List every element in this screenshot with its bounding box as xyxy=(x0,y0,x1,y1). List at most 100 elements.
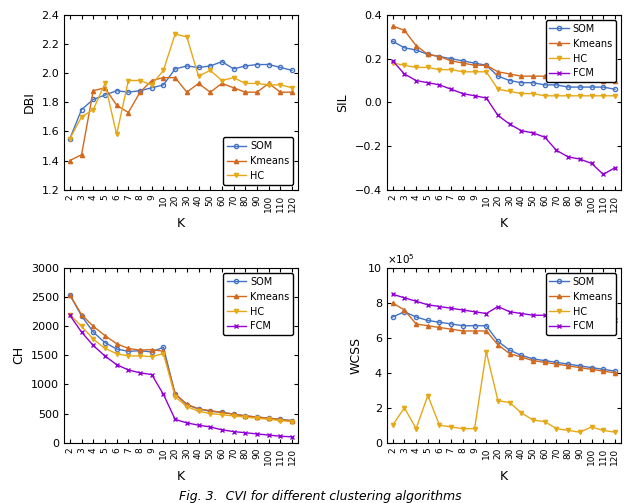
Line: HC: HC xyxy=(390,350,617,434)
SOM xyxy=(172,391,179,397)
SOM xyxy=(564,84,572,90)
SOM xyxy=(611,368,619,374)
FCM xyxy=(436,303,444,309)
Kmeans xyxy=(101,332,109,339)
SOM xyxy=(611,86,619,92)
SOM xyxy=(389,38,397,44)
HC xyxy=(424,392,431,398)
SOM xyxy=(436,319,444,325)
FCM xyxy=(588,316,595,322)
Kmeans xyxy=(529,73,537,79)
FCM xyxy=(506,309,513,315)
SOM xyxy=(136,348,144,354)
HC xyxy=(518,410,525,416)
SOM xyxy=(412,47,420,53)
Kmeans xyxy=(276,416,284,423)
HC xyxy=(195,73,202,79)
Kmeans xyxy=(265,415,273,421)
FCM xyxy=(148,372,156,378)
SOM xyxy=(424,317,431,323)
HC xyxy=(506,89,513,95)
FCM xyxy=(389,58,397,64)
FCM xyxy=(600,172,607,178)
Kmeans xyxy=(230,411,237,417)
Kmeans xyxy=(113,102,120,108)
FCM xyxy=(576,316,584,322)
SOM xyxy=(148,85,156,91)
SOM xyxy=(552,82,560,88)
HC xyxy=(253,80,261,87)
FCM xyxy=(276,433,284,439)
X-axis label: K: K xyxy=(500,217,508,230)
Kmeans xyxy=(447,326,455,332)
Kmeans xyxy=(148,77,156,83)
Line: FCM: FCM xyxy=(390,59,617,177)
Line: SOM: SOM xyxy=(390,39,617,92)
FCM xyxy=(265,432,273,438)
Text: Fig. 3.  CVI for different clustering algorithms: Fig. 3. CVI for different clustering alg… xyxy=(179,490,461,503)
HC xyxy=(172,31,179,37)
FCM xyxy=(494,112,502,118)
FCM xyxy=(600,317,607,323)
SOM xyxy=(66,292,74,298)
HC xyxy=(471,69,479,75)
HC xyxy=(576,429,584,435)
HC xyxy=(113,131,120,137)
HC xyxy=(564,428,572,434)
FCM xyxy=(90,343,97,349)
SOM xyxy=(436,53,444,59)
FCM xyxy=(518,128,525,134)
Kmeans xyxy=(541,359,548,365)
FCM xyxy=(494,303,502,309)
HC xyxy=(66,136,74,142)
HC xyxy=(101,346,109,352)
SOM xyxy=(483,62,490,68)
Kmeans xyxy=(401,27,408,33)
Kmeans xyxy=(506,71,513,77)
SOM xyxy=(195,64,202,70)
HC xyxy=(276,82,284,88)
SOM xyxy=(600,84,607,90)
FCM xyxy=(424,79,431,86)
FCM xyxy=(483,310,490,316)
HC xyxy=(101,80,109,87)
Kmeans xyxy=(588,366,595,372)
HC xyxy=(125,77,132,83)
HC xyxy=(288,418,296,425)
FCM xyxy=(483,95,490,101)
Kmeans xyxy=(471,62,479,68)
Kmeans xyxy=(195,80,202,87)
Line: SOM: SOM xyxy=(68,59,294,141)
Line: SOM: SOM xyxy=(390,310,617,373)
FCM xyxy=(218,427,226,433)
FCM xyxy=(576,156,584,162)
HC xyxy=(447,424,455,430)
Kmeans xyxy=(459,328,467,334)
Kmeans xyxy=(136,89,144,95)
FCM xyxy=(588,160,595,166)
FCM xyxy=(552,314,560,320)
Kmeans xyxy=(518,354,525,360)
SOM xyxy=(148,349,156,355)
HC xyxy=(241,414,249,420)
Kmeans xyxy=(412,321,420,327)
Kmeans xyxy=(90,323,97,329)
HC xyxy=(218,411,226,417)
SOM xyxy=(541,358,548,364)
SOM xyxy=(424,51,431,57)
Kmeans xyxy=(276,89,284,95)
SOM xyxy=(125,348,132,354)
Kmeans xyxy=(206,407,214,413)
HC xyxy=(401,405,408,411)
Kmeans xyxy=(424,323,431,329)
Y-axis label: DBI: DBI xyxy=(22,92,36,113)
SOM xyxy=(471,60,479,66)
Y-axis label: WCSS: WCSS xyxy=(349,337,362,374)
HC xyxy=(564,93,572,99)
FCM xyxy=(611,317,619,323)
FCM xyxy=(125,367,132,373)
SOM xyxy=(552,359,560,365)
FCM xyxy=(253,431,261,437)
FCM xyxy=(564,314,572,320)
Line: HC: HC xyxy=(68,312,294,424)
